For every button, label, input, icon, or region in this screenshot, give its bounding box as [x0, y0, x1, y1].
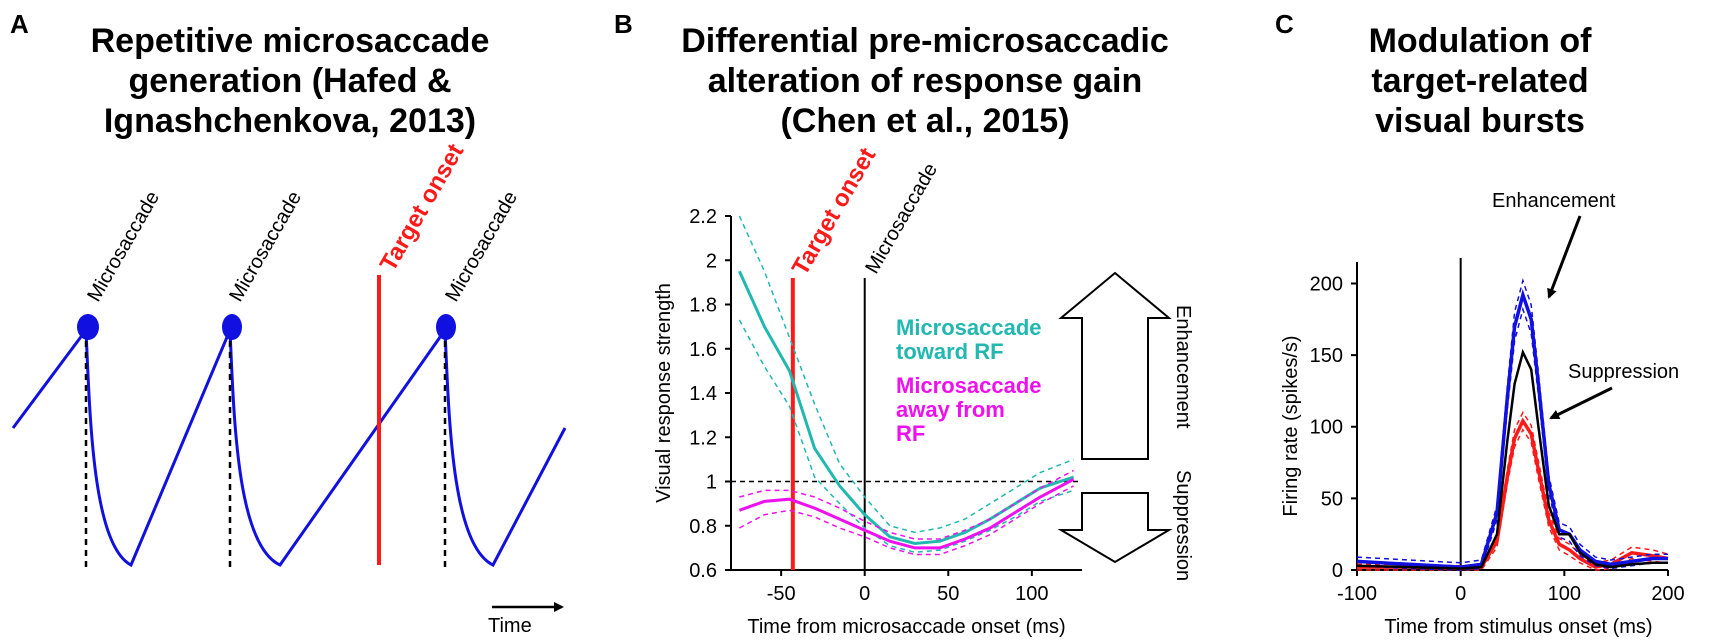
- panel-a-time-label: Time: [488, 615, 532, 637]
- panel-c-y-axis-label: Firing rate (spikes/s): [1280, 335, 1302, 516]
- panel-c-suppression-arrow: [1549, 386, 1613, 420]
- panel-b-x-axis-label: Time from microsaccade onset (ms): [747, 616, 1065, 638]
- panel-b-series-toward-upper-bound: [738, 215, 1074, 534]
- panel-b-y-tick-label-4: 1.4: [689, 383, 717, 405]
- panel-b-x-tick-label-3: 100: [1015, 583, 1048, 605]
- panel-b-series-away-upper-bound: [739, 469, 1074, 540]
- panel-c-x-tick-label-2: 100: [1548, 583, 1581, 605]
- panel-c-enhancement-label: Enhancement: [1492, 190, 1616, 212]
- panel-a-event-label-2: Microsaccade: [225, 188, 306, 306]
- panel-b: B Differential pre-microsaccadic alterat…: [614, 9, 1194, 638]
- panel-b-title-line-3: (Chen et al., 2015): [780, 102, 1069, 140]
- panel-a-event-label-4: Microsaccade: [441, 188, 522, 306]
- panel-c-series-suppression-upper-bound: [1357, 410, 1669, 567]
- panel-a-microsaccade-marker-3: [436, 314, 456, 340]
- panel-c-suppression-label: Suppression: [1568, 361, 1679, 383]
- panel-a-sawtooth-trace: [11, 325, 567, 568]
- panel-b-microsaccade-label: Microsaccade: [861, 160, 942, 278]
- panel-b-suppression-label: Suppression: [1172, 470, 1194, 581]
- panel-b-legend-toward-line-2: toward RF: [896, 339, 1004, 364]
- panel-b-y-tick-label-6: 1.8: [689, 295, 717, 317]
- panel-b-y-tick-label-0: 0.6: [689, 560, 717, 582]
- panel-c-series-enhancement-line: [1356, 288, 1668, 569]
- panel-b-legend-toward-line-1: Microsaccade: [896, 315, 1042, 340]
- panel-b-series-away-line: [738, 477, 1075, 550]
- panel-c-title-line-2: target-related: [1371, 62, 1588, 100]
- panel-b-x-tick-label-2: 50: [937, 583, 959, 605]
- panel-b-title-line-2: alteration of response gain: [708, 62, 1143, 100]
- panel-c-series-enhancement-upper-bound: [1356, 278, 1668, 564]
- panel-b-y-tick-label-1: 0.8: [689, 516, 717, 538]
- panel-b-enhancement-arrow: [1058, 271, 1172, 460]
- panel-b-y-tick-label-5: 1.6: [689, 339, 717, 361]
- panel-b-series-toward-lower-bound: [738, 319, 1074, 554]
- panel-b-y-tick-label-7: 2: [706, 250, 717, 272]
- panel-b-series-away-lower-bound: [739, 485, 1074, 556]
- panel-b-suppression-arrow: [1057, 492, 1173, 564]
- panel-b-plot: 0.6 0.8 1 1.2 1.4 1.6 1.8 2 2.2 -50 0 50 100 Time fro…: [653, 206, 1082, 638]
- panel-c: C Modulation of target-related visual bu…: [1275, 9, 1685, 638]
- panel-a-microsaccade-marker-2: [222, 314, 242, 340]
- panel-a-microsaccade-marker-1: [77, 314, 99, 340]
- panel-c-x-axis-label: Time from stimulus onset (ms): [1384, 616, 1652, 638]
- panel-b-legend-away-line-3: RF: [896, 421, 925, 446]
- panel-c-y-tick-label-2: 100: [1310, 417, 1343, 439]
- panel-a-title-line-3: Ignashchenkova, 2013): [104, 102, 476, 140]
- panel-c-label: C: [1275, 9, 1294, 39]
- panel-b-x-tick-label-1: 0: [859, 583, 870, 605]
- panel-b-enhancement-label: Enhancement: [1172, 305, 1194, 429]
- panel-c-y-tick-label-0: 0: [1332, 560, 1343, 582]
- panel-a-target-onset-label: Target onset: [375, 139, 470, 276]
- panel-b-y-tick-label-8: 2.2: [689, 206, 717, 228]
- panel-b-legend-away-line-2: away from: [896, 397, 1005, 422]
- panel-b-legend-away-line-1: Microsaccade: [896, 373, 1042, 398]
- panel-b-y-tick-label-2: 1: [706, 472, 717, 494]
- panel-a-title-line-2: generation (Hafed &: [128, 62, 451, 100]
- panel-a: A Repetitive microsaccade generation (Ha…: [10, 9, 567, 637]
- panel-a-event-label-1: Microsaccade: [83, 188, 164, 306]
- panel-c-y-tick-label-3: 150: [1310, 345, 1343, 367]
- panel-c-y-tick-label-1: 50: [1321, 488, 1343, 510]
- panel-c-series-suppression-line: [1357, 417, 1669, 571]
- panel-a-title-line-1: Repetitive microsaccade: [91, 22, 490, 60]
- panel-c-x-tick-label-3: 200: [1651, 583, 1684, 605]
- panel-c-enhancement-arrow: [1547, 215, 1582, 299]
- panel-b-y-tick-label-3: 1.2: [689, 427, 717, 449]
- panel-c-title-line-3: visual bursts: [1375, 102, 1585, 140]
- panel-c-x-tick-label-0: -100: [1337, 583, 1377, 605]
- panel-c-title-line-1: Modulation of: [1369, 22, 1593, 60]
- panel-b-label: B: [614, 9, 633, 39]
- panel-b-title-line-1: Differential pre-microsaccadic: [681, 22, 1169, 60]
- panel-b-y-axis-label: Visual response strength: [653, 283, 675, 503]
- panel-c-series-baseline-line: [1356, 348, 1668, 570]
- panel-a-label: A: [10, 9, 29, 39]
- panel-c-x-tick-label-1: 0: [1455, 583, 1466, 605]
- panel-b-x-tick-label-0: -50: [767, 583, 796, 605]
- panel-c-y-tick-label-4: 200: [1310, 273, 1343, 295]
